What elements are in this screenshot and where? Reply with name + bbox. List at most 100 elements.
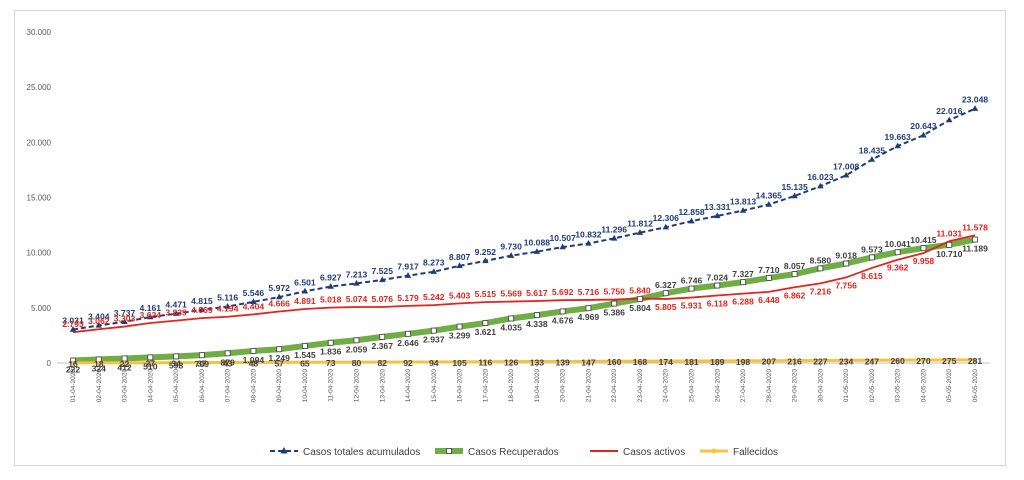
- x-tick-label: 04-05-2020: [920, 369, 927, 403]
- data-label: 5.116: [217, 293, 238, 303]
- data-point-recuperados: [302, 343, 308, 349]
- data-label: 5.804: [629, 303, 651, 313]
- x-tick-label: 01-05-2020: [843, 369, 850, 403]
- data-label: 4.404: [243, 301, 265, 311]
- x-tick-label: 26-04-2020: [714, 369, 721, 403]
- y-tick-label: 10.000: [27, 249, 52, 258]
- x-tick-label: 21-04-2020: [585, 369, 592, 403]
- data-point-fallecidos: [431, 359, 436, 364]
- data-point-totales: [301, 287, 309, 294]
- data-point-totales: [147, 313, 154, 320]
- data-label: 4.969: [578, 312, 600, 322]
- data-label: 5.569: [500, 289, 522, 299]
- data-label: 10.507: [550, 233, 577, 243]
- data-label: 7.525: [371, 266, 393, 276]
- x-tick-label: 23-04-2020: [637, 369, 644, 403]
- data-label: 6.746: [681, 276, 703, 286]
- data-label: 2.646: [397, 338, 419, 348]
- data-label: 5.403: [449, 290, 471, 300]
- x-tick-label: 28-04-2020: [766, 369, 773, 403]
- data-label: 216: [787, 357, 802, 367]
- x-tick-label: 19-04-2020: [534, 369, 541, 403]
- data-label: 15.135: [781, 182, 808, 192]
- data-label: 9.730: [500, 242, 522, 252]
- data-label: 8.615: [861, 271, 883, 281]
- series-line-fallecidos: [72, 358, 976, 365]
- x-tick-label: 02-05-2020: [869, 369, 876, 403]
- data-label: 598: [169, 360, 184, 370]
- data-label: 222: [66, 365, 81, 375]
- legend-label: Casos Recuperados: [468, 447, 559, 458]
- data-label: 260: [891, 356, 906, 366]
- x-tick-label: 08-04-2020: [250, 369, 257, 403]
- data-point-totales: [224, 303, 231, 309]
- data-point-fallecidos: [844, 358, 849, 363]
- x-tick-label: 11-04-2020: [328, 369, 335, 402]
- data-label: 3.031: [62, 316, 84, 326]
- data-point-recuperados: [662, 290, 669, 297]
- data-label: 6.327: [655, 280, 677, 290]
- data-label: 37: [197, 359, 207, 369]
- data-label: 147: [581, 357, 596, 367]
- data-label: 10.088: [524, 238, 551, 248]
- data-point-fallecidos: [869, 358, 874, 363]
- chart-frame: 0 5.000 10.000 15.000 20.000 25.000 30.000 01-0…: [14, 10, 1006, 466]
- data-label: 92: [403, 358, 413, 368]
- x-tick-label: 14-04-2020: [405, 369, 412, 403]
- data-label: 10.415: [910, 235, 937, 245]
- legend-label: Casos activos: [623, 447, 685, 458]
- data-point-recuperados: [173, 353, 179, 360]
- x-tick-label: 20-04-2020: [560, 369, 567, 403]
- data-point-recuperados: [920, 245, 927, 251]
- data-label: 275: [942, 356, 957, 366]
- data-point-recuperados: [972, 236, 978, 243]
- data-point-fallecidos: [251, 360, 256, 365]
- data-label: 11.296: [601, 224, 627, 234]
- series-line-casos-recuperados: [70, 236, 978, 364]
- data-point-recuperados: [894, 249, 901, 256]
- x-tick-label: 27-04-2020: [740, 369, 747, 403]
- data-label: 126: [504, 358, 519, 368]
- data-point-recuperados: [327, 339, 334, 346]
- data-label: 510: [143, 361, 158, 371]
- data-label: 4.815: [191, 296, 213, 306]
- data-point-recuperados: [379, 333, 386, 340]
- data-label: 324: [92, 363, 107, 373]
- data-point-recuperados: [405, 330, 411, 337]
- data-point-recuperados: [817, 265, 824, 272]
- data-point-totales: [121, 318, 128, 324]
- data-label: 2.793: [62, 319, 84, 329]
- data-label: 13.331: [704, 202, 731, 212]
- data-label: 5.074: [346, 294, 368, 304]
- legend-item-casos-recuperados: Casos Recuperados: [435, 447, 559, 458]
- data-label: 17.008: [833, 161, 860, 171]
- data-label: 5.692: [552, 287, 574, 297]
- data-label: 6.501: [294, 277, 316, 287]
- data-label: 1.094: [243, 355, 265, 365]
- data-point-fallecidos: [225, 360, 230, 365]
- data-point-fallecidos: [560, 359, 565, 364]
- data-point-fallecidos: [792, 358, 797, 363]
- data-point-fallecidos: [277, 360, 282, 365]
- data-label: 4.471: [165, 300, 187, 310]
- data-label: 116: [478, 358, 492, 368]
- data-label: 14.365: [756, 191, 783, 201]
- x-tick-label: 07-04-2020: [225, 369, 232, 403]
- data-label: 8.580: [810, 255, 832, 265]
- data-label: 11.812: [627, 219, 653, 229]
- data-label: 5.242: [423, 292, 445, 302]
- x-tick-label: 06-05-2020: [972, 369, 979, 403]
- data-point-fallecidos: [354, 360, 359, 365]
- data-label: 3.404: [88, 311, 110, 321]
- data-label: 4.035: [500, 322, 522, 332]
- data-point-recuperados: [559, 308, 566, 315]
- data-label: 7.917: [397, 262, 419, 272]
- x-tick-label: 04-04-2020: [147, 369, 154, 403]
- data-point-totales: [69, 326, 77, 332]
- data-label: 23.048: [962, 95, 989, 105]
- data-point-totales: [198, 306, 206, 313]
- data-label: 2.059: [346, 344, 368, 354]
- data-label: 7.213: [346, 269, 368, 279]
- data-point-recuperados: [843, 260, 850, 267]
- data-label: 105: [452, 358, 467, 368]
